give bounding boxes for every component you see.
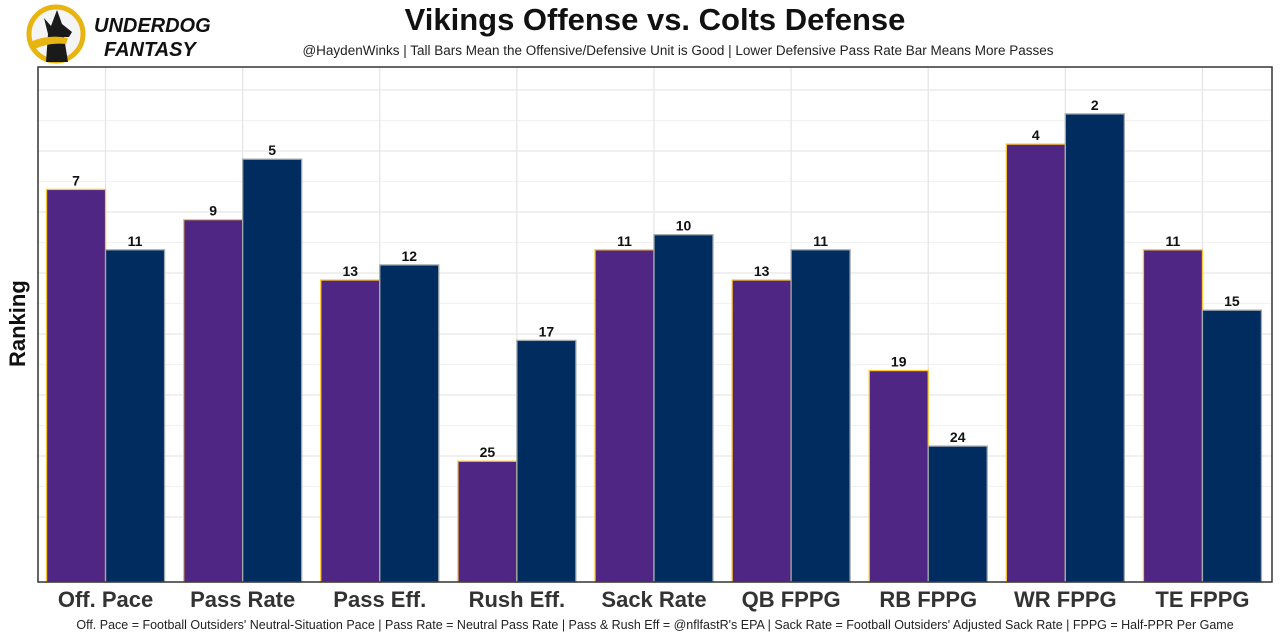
value-labels: 7 11 9 5 13 12 25 17 11 10 13 11 19 24 4 2 11 15 bbox=[72, 97, 1240, 460]
value-label: 4 bbox=[1032, 127, 1040, 143]
chart-title: Vikings Offense vs. Colts Defense bbox=[404, 2, 906, 37]
defense-bar bbox=[790, 249, 851, 583]
underdog-dog-icon bbox=[26, 4, 86, 64]
x-tick-label: Sack Rate bbox=[601, 587, 706, 612]
x-tick-label: Off. Pace bbox=[58, 587, 153, 612]
offense-bar bbox=[1142, 249, 1204, 583]
value-label: 2 bbox=[1091, 97, 1099, 113]
offense-bar bbox=[868, 369, 929, 583]
offense-bar bbox=[45, 188, 107, 583]
defense-bar bbox=[516, 339, 577, 583]
value-label: 25 bbox=[480, 444, 496, 460]
value-label: 11 bbox=[813, 233, 828, 249]
offense-bar bbox=[320, 279, 381, 583]
bars bbox=[45, 113, 1263, 583]
chart-subtitle: @HaydenWinks | Tall Bars Mean the Offens… bbox=[302, 43, 1054, 58]
defense-bar bbox=[1201, 309, 1263, 583]
value-label: 11 bbox=[128, 233, 143, 249]
x-tick-label: TE FPPG bbox=[1155, 587, 1249, 612]
x-tick-label: RB FPPG bbox=[879, 587, 977, 612]
plot-border bbox=[37, 66, 1273, 583]
offense-bar bbox=[1005, 143, 1066, 583]
value-label: 19 bbox=[891, 354, 907, 370]
offense-bar bbox=[731, 279, 792, 583]
x-tick-label: WR FPPG bbox=[1014, 587, 1117, 612]
x-tick-labels: Off. Pace Pass Rate Pass Eff. Rush Eff. Sack… bbox=[58, 587, 1250, 612]
logo-line1: UNDERDOG bbox=[94, 15, 211, 37]
offense-bar bbox=[594, 249, 655, 583]
value-label: 11 bbox=[1166, 233, 1181, 249]
value-label: 11 bbox=[617, 233, 632, 249]
value-label: 10 bbox=[676, 218, 692, 234]
offense-bar bbox=[183, 218, 244, 583]
x-tick-label: Rush Eff. bbox=[469, 587, 566, 612]
value-label: 13 bbox=[754, 263, 770, 279]
value-label: 12 bbox=[401, 248, 417, 264]
chart-caption: Off. Pace = Football Outsiders' Neutral-… bbox=[76, 618, 1234, 632]
defense-bar bbox=[379, 264, 440, 583]
x-tick-label: Pass Eff. bbox=[333, 587, 426, 612]
x-tick-label: QB FPPG bbox=[742, 587, 841, 612]
value-label: 7 bbox=[72, 172, 80, 188]
value-label: 17 bbox=[539, 323, 555, 339]
x-tick-label: Pass Rate bbox=[190, 587, 295, 612]
defense-bar bbox=[927, 445, 988, 583]
underdog-logo: UNDERDOG FANTASY bbox=[24, 4, 254, 64]
defense-bar bbox=[242, 158, 303, 583]
logo-line2: FANTASY bbox=[104, 39, 198, 61]
value-label: 15 bbox=[1224, 293, 1240, 309]
value-label: 5 bbox=[268, 142, 276, 158]
value-label: 9 bbox=[209, 203, 217, 219]
value-label: 13 bbox=[342, 263, 358, 279]
value-label: 24 bbox=[950, 429, 966, 445]
offense-bar bbox=[457, 460, 518, 583]
defense-bar bbox=[653, 234, 714, 583]
defense-bar bbox=[1064, 113, 1125, 583]
defense-bar bbox=[104, 249, 166, 583]
